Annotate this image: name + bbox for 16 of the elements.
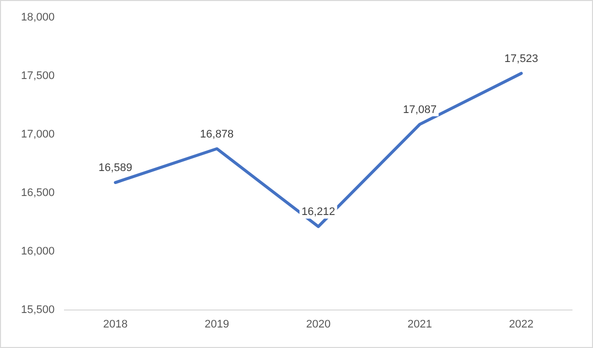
x-tick-label: 2019 — [204, 318, 230, 330]
data-label: 16,212 — [301, 206, 336, 218]
data-label: 17,087 — [402, 104, 437, 116]
y-tick-label: 18,000 — [20, 12, 55, 24]
x-tick-label: 2018 — [103, 318, 128, 330]
y-tick-label: 15,500 — [20, 304, 55, 316]
data-label: 17,523 — [504, 52, 538, 65]
y-tick-label: 16,500 — [20, 186, 55, 199]
y-tick-label: 16,000 — [20, 245, 55, 258]
x-tick-label: 2021 — [408, 318, 432, 330]
x-tick-label: 2022 — [509, 318, 534, 330]
data-label: 16,589 — [98, 162, 132, 174]
data-label: 16,878 — [200, 128, 234, 140]
y-tick-label: 17,500 — [20, 70, 55, 82]
x-tick-label: 2020 — [306, 318, 331, 330]
y-tick-label: 17,000 — [20, 128, 55, 141]
